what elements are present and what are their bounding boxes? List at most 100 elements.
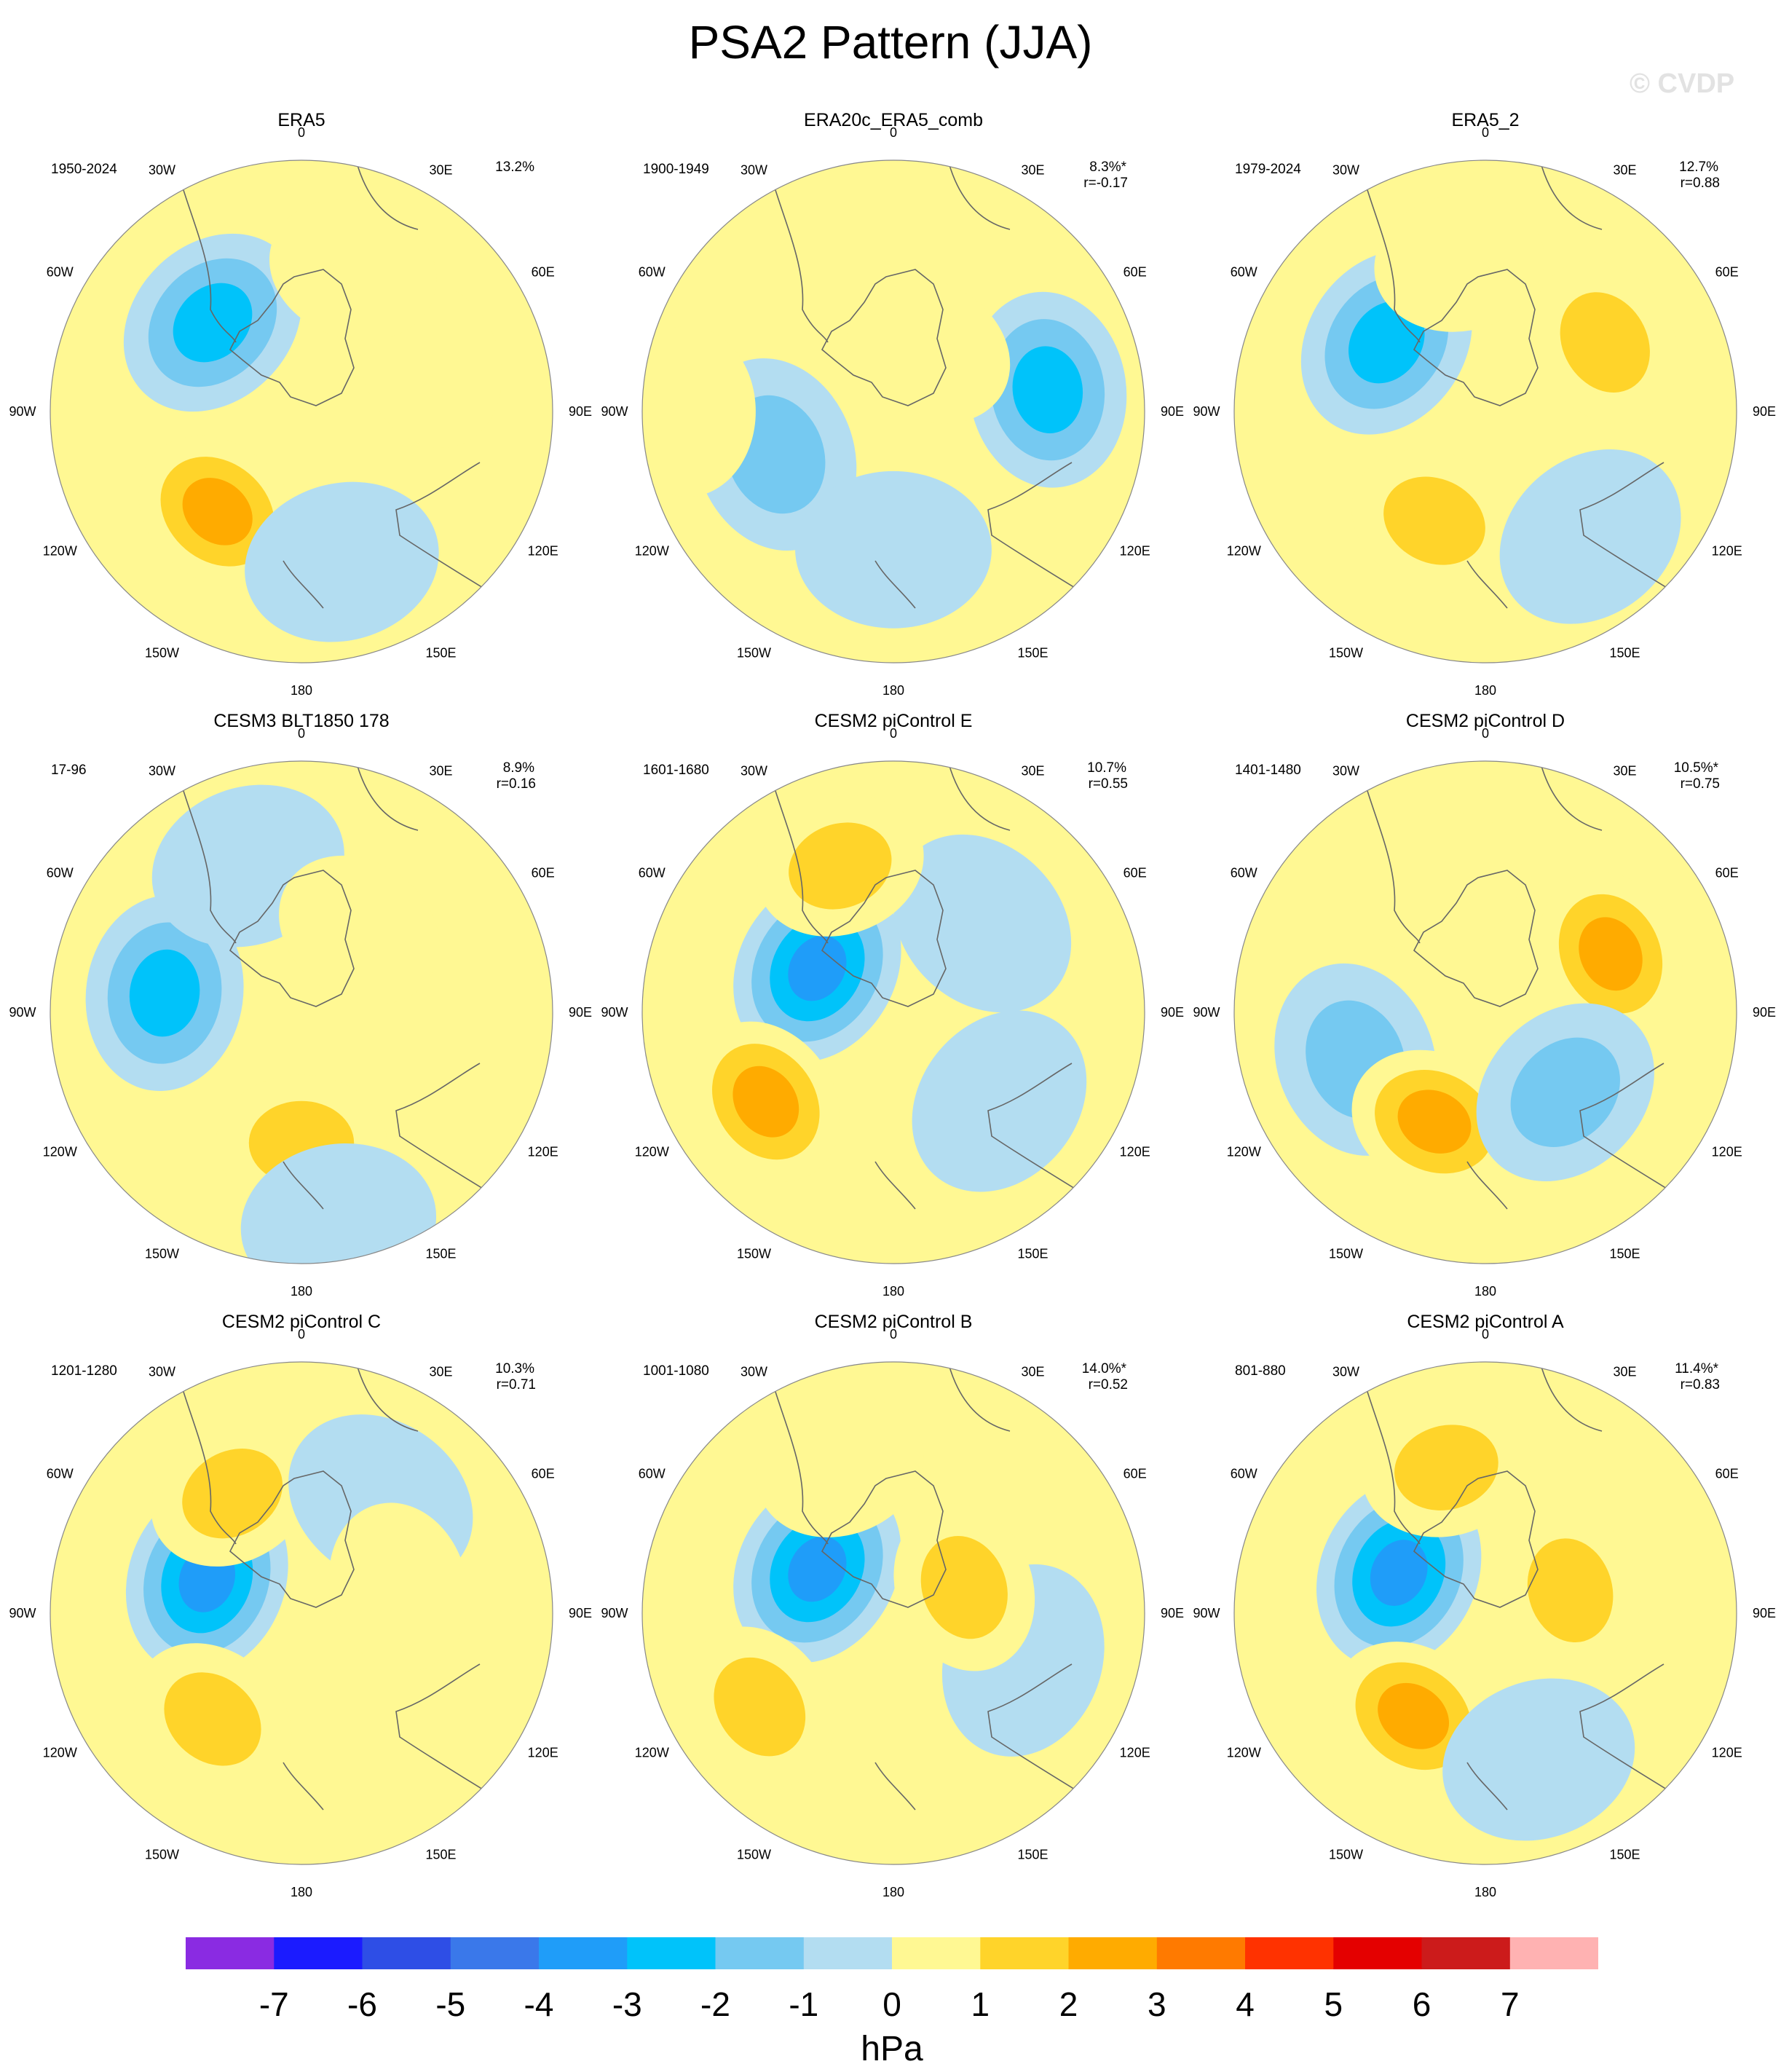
longitude-label: 90E — [1753, 1606, 1776, 1620]
anomaly-contour — [279, 855, 440, 1005]
longitude-label: 120W — [635, 1145, 669, 1159]
antarctica-coastline — [821, 870, 947, 1007]
longitude-label: 30E — [1021, 162, 1044, 177]
australia-coastline — [1579, 1663, 1677, 1796]
longitude-label: 30W — [741, 1364, 767, 1379]
antarctica-coastline — [821, 269, 947, 406]
south-america-coastline — [1361, 1372, 1421, 1545]
panel-title: ERA20c_ERA5_comb — [804, 110, 983, 130]
longitude-label: 30W — [149, 1364, 175, 1379]
anomaly-contour — [1374, 194, 1544, 332]
map-panel: ERA20c_ERA5_comb 1900-1949 8.3%* r=-0.17 0 30… — [593, 98, 1187, 696]
longitude-label: 60E — [1715, 866, 1739, 881]
longitude-label: 150W — [145, 1848, 179, 1862]
south-america-coastline — [177, 1372, 237, 1545]
colorbar-tick-label: -3 — [612, 1985, 642, 2023]
longitude-label: 180 — [291, 683, 312, 696]
map-panel: CESM2 piControl B 1001-1080 14.0%* r=0.52 0 3… — [593, 1300, 1187, 1897]
antarctica-coastline — [1413, 1470, 1539, 1608]
longitude-label: 60W — [1231, 1467, 1257, 1481]
longitude-label: 120E — [1712, 1746, 1742, 1760]
panel-variance: 14.0%* — [1082, 1361, 1127, 1376]
longitude-label: 60W — [639, 1467, 666, 1481]
colorbar-swatch — [1156, 1937, 1246, 1969]
africa-coastline — [947, 160, 1011, 230]
panel-period: 801-880 — [1235, 1363, 1286, 1379]
colorbar-tick-label: 7 — [1501, 1985, 1520, 2023]
longitude-label: 90W — [9, 1606, 36, 1620]
map-panel: CESM2 piControl E 1601-1680 10.7% r=0.55 0 30… — [593, 699, 1187, 1296]
panel-period: 1979-2024 — [1235, 162, 1301, 177]
longitude-label: 30E — [1613, 162, 1636, 177]
longitude-label: 180 — [291, 1885, 312, 1897]
longitude-label: 60W — [47, 265, 74, 280]
longitude-label: 150W — [737, 1247, 771, 1261]
panel-title: CESM2 piControl A — [1407, 1312, 1564, 1332]
colorbar-swatch — [274, 1937, 363, 1969]
panel-period: 1201-1280 — [51, 1363, 117, 1379]
map-boundary — [641, 1361, 1145, 1865]
longitude-label: 180 — [1474, 683, 1496, 696]
colorbar-tick-label: 5 — [1324, 1985, 1343, 2023]
longitude-label: 120W — [1227, 1145, 1261, 1159]
longitude-label: 0 — [298, 1327, 305, 1342]
panel-variance: 10.3% — [495, 1361, 534, 1376]
anomaly-contour — [129, 949, 200, 1037]
longitude-label: 120W — [43, 1145, 77, 1159]
colorbar-swatch — [803, 1937, 893, 1969]
anomaly-contour — [1510, 1037, 1620, 1147]
panel-variance: 10.5%* — [1674, 760, 1719, 776]
map-boundary — [50, 159, 553, 663]
antarctica-coastline — [1413, 269, 1539, 406]
anomaly-contour — [714, 1657, 806, 1757]
longitude-label: 60E — [1124, 265, 1147, 280]
antarctica-coastline — [229, 1470, 355, 1608]
south-america-coastline — [177, 771, 237, 944]
colorbar-tick-label: 6 — [1413, 1985, 1431, 2023]
longitude-label: 60W — [639, 866, 666, 881]
panel-period: 17-96 — [51, 763, 87, 778]
longitude-label: 30W — [1332, 1364, 1359, 1379]
colorbar-svg: -7 -6 -5 -4 -3 -2 -1 0 1 2 3 4 5 6 7 — [186, 1937, 1599, 2023]
australia-coastline — [395, 462, 493, 594]
anomaly-contour — [1378, 1682, 1450, 1749]
anomaly-contour — [788, 1536, 847, 1602]
colorbar-swatch — [980, 1937, 1070, 1969]
colorbar-tick-label: -7 — [259, 1985, 289, 2023]
anomaly-contour — [847, 277, 1011, 424]
anomaly-field — [642, 761, 1145, 1264]
new-zealand-coastline — [283, 1762, 324, 1811]
longitude-label: 150W — [145, 646, 179, 661]
panel-title: CESM2 piControl C — [222, 1312, 381, 1332]
longitude-label: 90E — [1753, 1005, 1776, 1020]
longitude-label: 90W — [1193, 1005, 1220, 1020]
anomaly-contour — [1397, 1090, 1472, 1154]
panel-correlation: r=0.75 — [1681, 776, 1720, 792]
colorbar-swatch — [1245, 1937, 1334, 1969]
map-svg: ERA5_2 1979-2024 12.7%r=0.88 0 30E 60E 90E 120E… — [1193, 110, 1776, 696]
anomaly-contour — [1560, 292, 1650, 393]
longitude-label: 150W — [737, 646, 771, 661]
longitude-label: 60W — [47, 1467, 74, 1481]
australia-coastline — [395, 1663, 493, 1796]
longitude-label: 30E — [1021, 1364, 1044, 1379]
new-zealand-coastline — [874, 1762, 916, 1811]
longitude-label: 180 — [882, 1885, 904, 1897]
anomaly-contour — [788, 935, 847, 1001]
map-panel: CESM2 piControl C 1201-1280 10.3% r=0.71 0 30… — [1, 1300, 595, 1897]
longitude-label: 60W — [47, 866, 74, 881]
africa-coastline — [1539, 1362, 1603, 1432]
longitude-label: 150E — [425, 646, 456, 661]
panel-title: ERA5 — [277, 110, 325, 130]
anomaly-contour — [920, 1535, 1008, 1639]
africa-coastline — [947, 761, 1011, 831]
anomaly-contour — [757, 1396, 924, 1537]
panel-correlation: r=0.88 — [1681, 176, 1720, 191]
longitude-label: 90W — [9, 1005, 36, 1020]
longitude-label: 0 — [890, 125, 897, 140]
longitude-label: 90W — [1193, 1606, 1220, 1620]
anomaly-contour — [164, 1672, 261, 1766]
longitude-label: 60W — [639, 265, 666, 280]
longitude-label: 30E — [1021, 763, 1044, 778]
anomaly-contour — [328, 1502, 468, 1672]
